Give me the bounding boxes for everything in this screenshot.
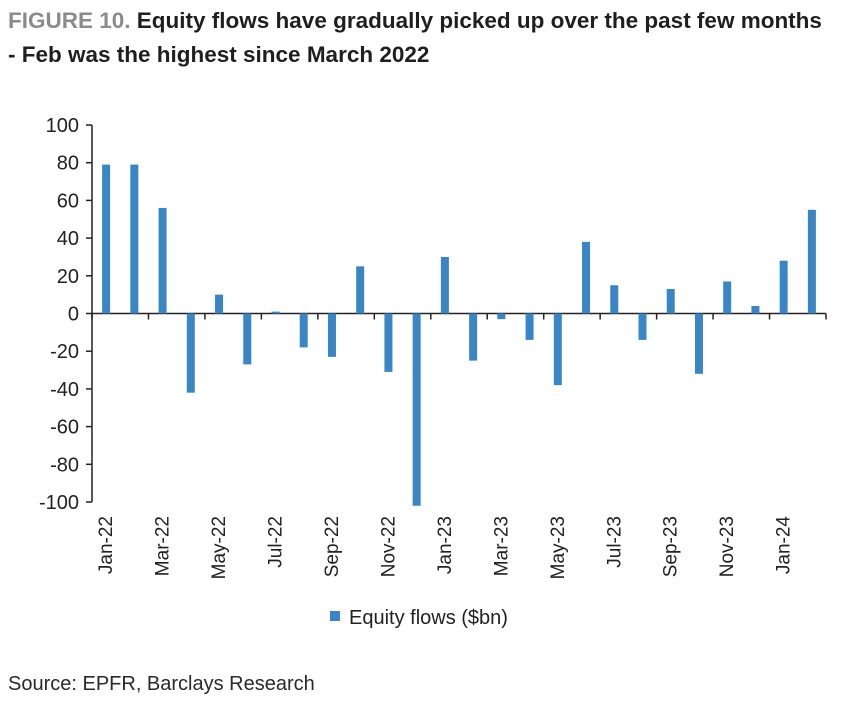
x-tick-label: Jan-24 (774, 516, 795, 575)
source-note: Source: EPFR, Barclays Research (8, 673, 315, 695)
bar-feb-22 (130, 164, 139, 314)
bar-aug-22 (299, 313, 308, 348)
bar-aug-23 (638, 313, 647, 340)
x-tick-label: Mar-23 (491, 516, 512, 576)
bar-jul-23 (610, 285, 619, 314)
x-tick-label: Jan-22 (96, 516, 117, 574)
y-axis: 100 80 60 40 20 0 -20 -40 -60 -80 -100 (39, 115, 93, 514)
bar-jan-24 (779, 260, 788, 314)
y-tick-label: 20 (57, 266, 79, 288)
bar-mar-22 (158, 207, 167, 314)
bar-jun-23 (582, 241, 591, 314)
bar-series (102, 164, 816, 506)
y-tick-label: 80 (57, 153, 79, 175)
y-tick-label: 0 (68, 304, 79, 326)
figure-title: Equity flows have gradually picked up ov… (8, 8, 822, 67)
y-tick-label: -80 (50, 454, 79, 476)
x-tick-label: Nov-22 (378, 516, 399, 577)
y-tick-label: -40 (50, 379, 79, 401)
y-tick-label: -100 (39, 492, 79, 514)
bar-feb-24 (807, 209, 816, 314)
bar-nov-23 (723, 281, 732, 314)
bar-may-22 (215, 294, 224, 314)
y-tick-label: 40 (57, 228, 79, 250)
bar-feb-23 (469, 313, 478, 361)
legend-swatch (330, 611, 340, 621)
legend: Equity flows ($bn) (330, 607, 508, 629)
bar-oct-23 (694, 313, 703, 374)
bar-jul-22 (271, 311, 280, 314)
y-tick-label: 60 (57, 190, 79, 212)
x-tick-label: Nov-23 (717, 516, 738, 577)
x-tick-label: Mar-22 (153, 516, 174, 576)
figure-label: FIGURE 10. (8, 8, 131, 33)
bar-jun-22 (243, 313, 252, 365)
x-tick-label: Jan-23 (435, 516, 456, 574)
x-tick-label: Sep-23 (661, 516, 682, 577)
y-tick-label: 100 (46, 115, 79, 137)
bar-dec-22 (412, 313, 421, 506)
x-tick-label: May-23 (548, 516, 569, 579)
x-tick-label: May-22 (209, 516, 230, 579)
bar-apr-23 (525, 313, 534, 340)
bar-jan-23 (440, 256, 449, 314)
x-tick-label: Jul-23 (604, 516, 625, 568)
bar-apr-22 (186, 313, 195, 393)
bar-dec-23 (751, 305, 760, 314)
x-tick-label: Jul-22 (266, 516, 287, 568)
bar-sep-22 (327, 313, 336, 357)
legend-label: Equity flows ($bn) (349, 607, 508, 629)
bar-may-23 (553, 313, 562, 386)
bar-jan-22 (102, 164, 111, 314)
chart-title: FIGURE 10. Equity flows have gradually p… (8, 4, 834, 72)
y-tick-label: -20 (50, 341, 79, 363)
bar-sep-23 (666, 288, 675, 314)
x-axis: Jan-22 Mar-22 May-22 Jul-22 Sep-22 Nov-22 Jan-… (91, 312, 827, 579)
bar-nov-22 (384, 313, 393, 372)
bar-oct-22 (356, 266, 365, 314)
x-tick-label: Sep-22 (322, 516, 343, 577)
bar-mar-23 (497, 313, 506, 320)
y-tick-label: -60 (50, 417, 79, 439)
